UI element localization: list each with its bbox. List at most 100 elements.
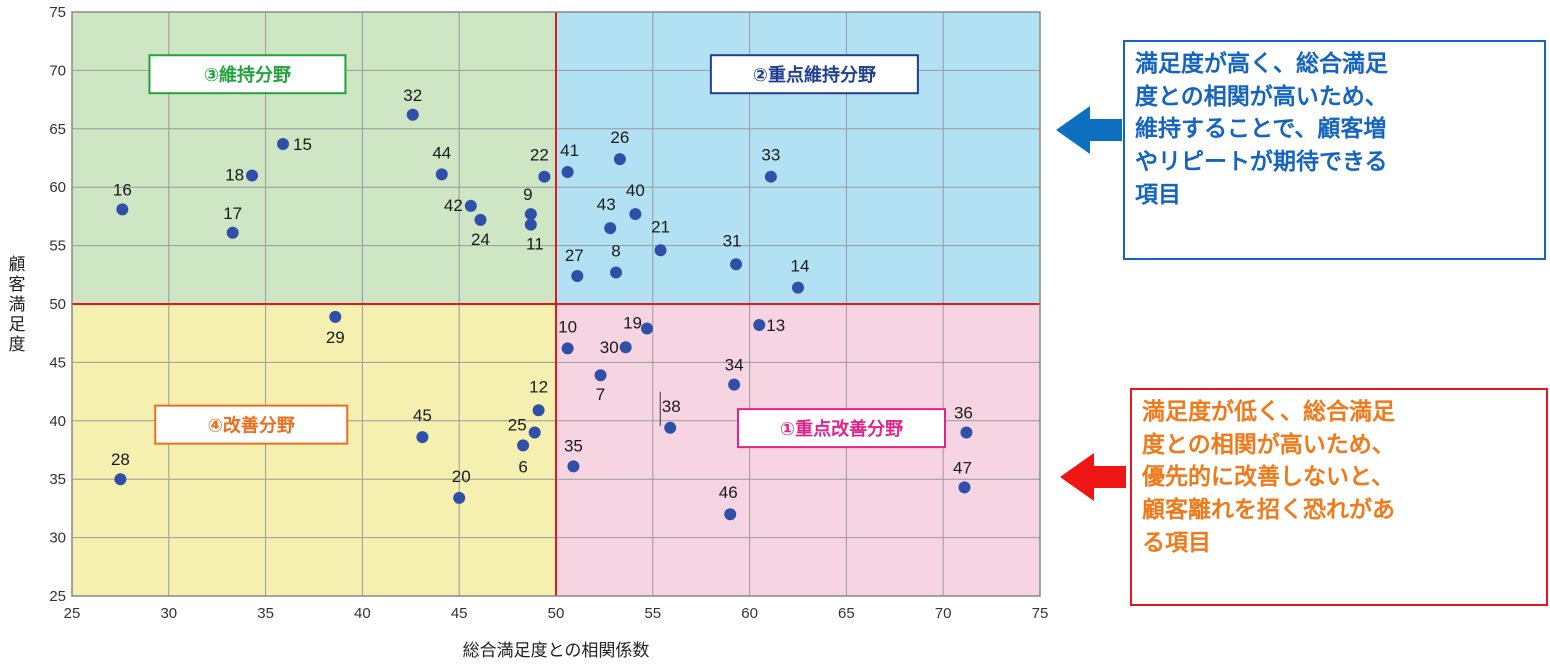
data-point-20 [453, 491, 466, 504]
x-tick-label: 30 [160, 605, 177, 622]
data-point-label-45: 45 [413, 406, 432, 425]
quadrant-q2-label-box [709, 54, 919, 95]
y-axis-title-char: 足 [9, 315, 26, 335]
quadrant-dividers [72, 12, 1040, 596]
data-point-label-27: 27 [565, 246, 584, 265]
data-point-40 [629, 208, 642, 221]
quadrant-q4-label-box [154, 404, 349, 445]
data-point-21 [654, 244, 667, 257]
data-point-label-19: 19 [623, 314, 642, 333]
quadrant-labels: ③維持分野 ②重点維持分野 ④改善分野 ①重点改善分野 [148, 54, 946, 449]
note-line: 度との相関が高いため、 [1142, 431, 1395, 458]
y-tick-label: 35 [49, 471, 66, 488]
x-tick-label: 75 [1032, 605, 1049, 622]
data-point-38 [664, 421, 677, 434]
y-tick-label: 70 [49, 62, 66, 79]
note-line: 満足度が高く、総合満足 [1135, 51, 1388, 77]
y-axis-title: 顧客満足度 [9, 255, 26, 355]
data-point-6 [517, 439, 530, 452]
y-tick-label: 30 [49, 530, 66, 547]
data-point-35 [567, 460, 580, 473]
data-point-label-9: 9 [523, 185, 532, 204]
arrow-left-icon-bottom [1060, 453, 1126, 501]
x-tick-label: 35 [257, 605, 274, 622]
data-point-26 [613, 153, 626, 166]
data-point-label-28: 28 [111, 450, 130, 469]
y-tick-label: 60 [49, 179, 66, 196]
data-point-22 [538, 170, 551, 183]
note-line: 度との相関が高いため、 [1135, 83, 1388, 110]
data-point-label-8: 8 [611, 241, 620, 260]
data-point-label-11: 11 [526, 235, 544, 254]
x-tick-label: 25 [64, 605, 81, 622]
data-point-label-18: 18 [225, 166, 244, 185]
data-point-27 [571, 269, 584, 282]
data-point-14 [792, 281, 804, 294]
data-point-label-44: 44 [432, 143, 451, 162]
data-point-30 [619, 341, 632, 354]
note-arrows [1056, 106, 1126, 501]
data-point-label-30: 30 [600, 338, 619, 357]
data-point-label-17: 17 [223, 204, 242, 223]
quadrant-q1-bg [556, 304, 1040, 596]
y-tick-label: 55 [49, 238, 66, 255]
data-point-41 [561, 166, 574, 179]
data-point-label-25: 25 [508, 415, 527, 434]
data-point-33 [764, 170, 777, 183]
data-point-label-24: 24 [471, 230, 490, 249]
data-point-28 [114, 473, 127, 486]
note-line: る項目 [1142, 529, 1211, 556]
note-line: 満足度が低く、総合満足 [1142, 399, 1395, 425]
data-point-label-41: 41 [560, 141, 579, 160]
quadrant-q1-label-box [736, 408, 946, 449]
y-tick-label: 50 [49, 296, 66, 313]
note-line: 項目 [1135, 181, 1181, 208]
data-point-label-7: 7 [596, 385, 605, 404]
data-point-47 [958, 481, 971, 494]
data-point-25 [528, 426, 541, 439]
data-point-label-46: 46 [719, 483, 738, 502]
quadrant-q3-label-box [148, 54, 347, 95]
data-point-label-15: 15 [293, 135, 312, 154]
note-line: 顧客離れを招く恐れがあ [1142, 496, 1395, 523]
x-axis-title: 総合満足度との相関係数 [463, 641, 650, 661]
y-tick-label: 40 [49, 413, 66, 430]
x-axis-ticks: 25 30 35 40 45 50 55 60 65 70 75 [64, 605, 1049, 622]
data-point-36 [960, 426, 973, 439]
note-line: やリピートが期待できる [1135, 148, 1388, 175]
data-point-label-42: 42 [444, 196, 463, 215]
y-axis-title-char: 客 [9, 275, 26, 295]
x-tick-label: 50 [548, 605, 565, 622]
quadrant-q4-bg [72, 304, 556, 596]
x-tick-label: 60 [741, 605, 758, 622]
y-axis-title-char: 度 [9, 335, 26, 355]
data-point-19 [640, 322, 653, 335]
quadrant-q3-label: ③維持分野 [204, 64, 291, 86]
data-point-label-21: 21 [651, 217, 670, 236]
quadrant-q1-label: ①重点改善分野 [780, 418, 903, 440]
y-tick-label: 25 [49, 588, 66, 605]
data-point-label-14: 14 [791, 257, 810, 276]
data-point-42 [464, 199, 477, 212]
quadrant-q4-label: ④改善分野 [208, 415, 295, 437]
data-point-label-26: 26 [610, 128, 629, 147]
x-tick-label: 70 [935, 605, 952, 622]
x-tick-label: 40 [354, 605, 371, 622]
data-point-15 [277, 137, 290, 150]
data-point-label-12: 12 [529, 377, 548, 396]
data-point-label-20: 20 [452, 467, 471, 486]
data-point-18 [246, 169, 259, 182]
note-box-maintain: 満足度が高く、総合満足 度との相関が高いため、 維持することで、顧客増 やリピートが期… [1123, 40, 1546, 260]
data-point-12 [532, 404, 545, 417]
y-tick-label: 75 [49, 4, 66, 21]
data-point-label-32: 32 [403, 86, 422, 105]
data-point-45 [416, 431, 429, 444]
data-point-8 [610, 266, 623, 279]
y-axis-title-char: 顧 [9, 255, 26, 275]
data-point-label-40: 40 [626, 181, 645, 200]
data-point-17 [226, 226, 239, 239]
data-point-label-34: 34 [725, 356, 744, 375]
x-tick-label: 65 [838, 605, 855, 622]
data-point-29 [329, 310, 342, 323]
